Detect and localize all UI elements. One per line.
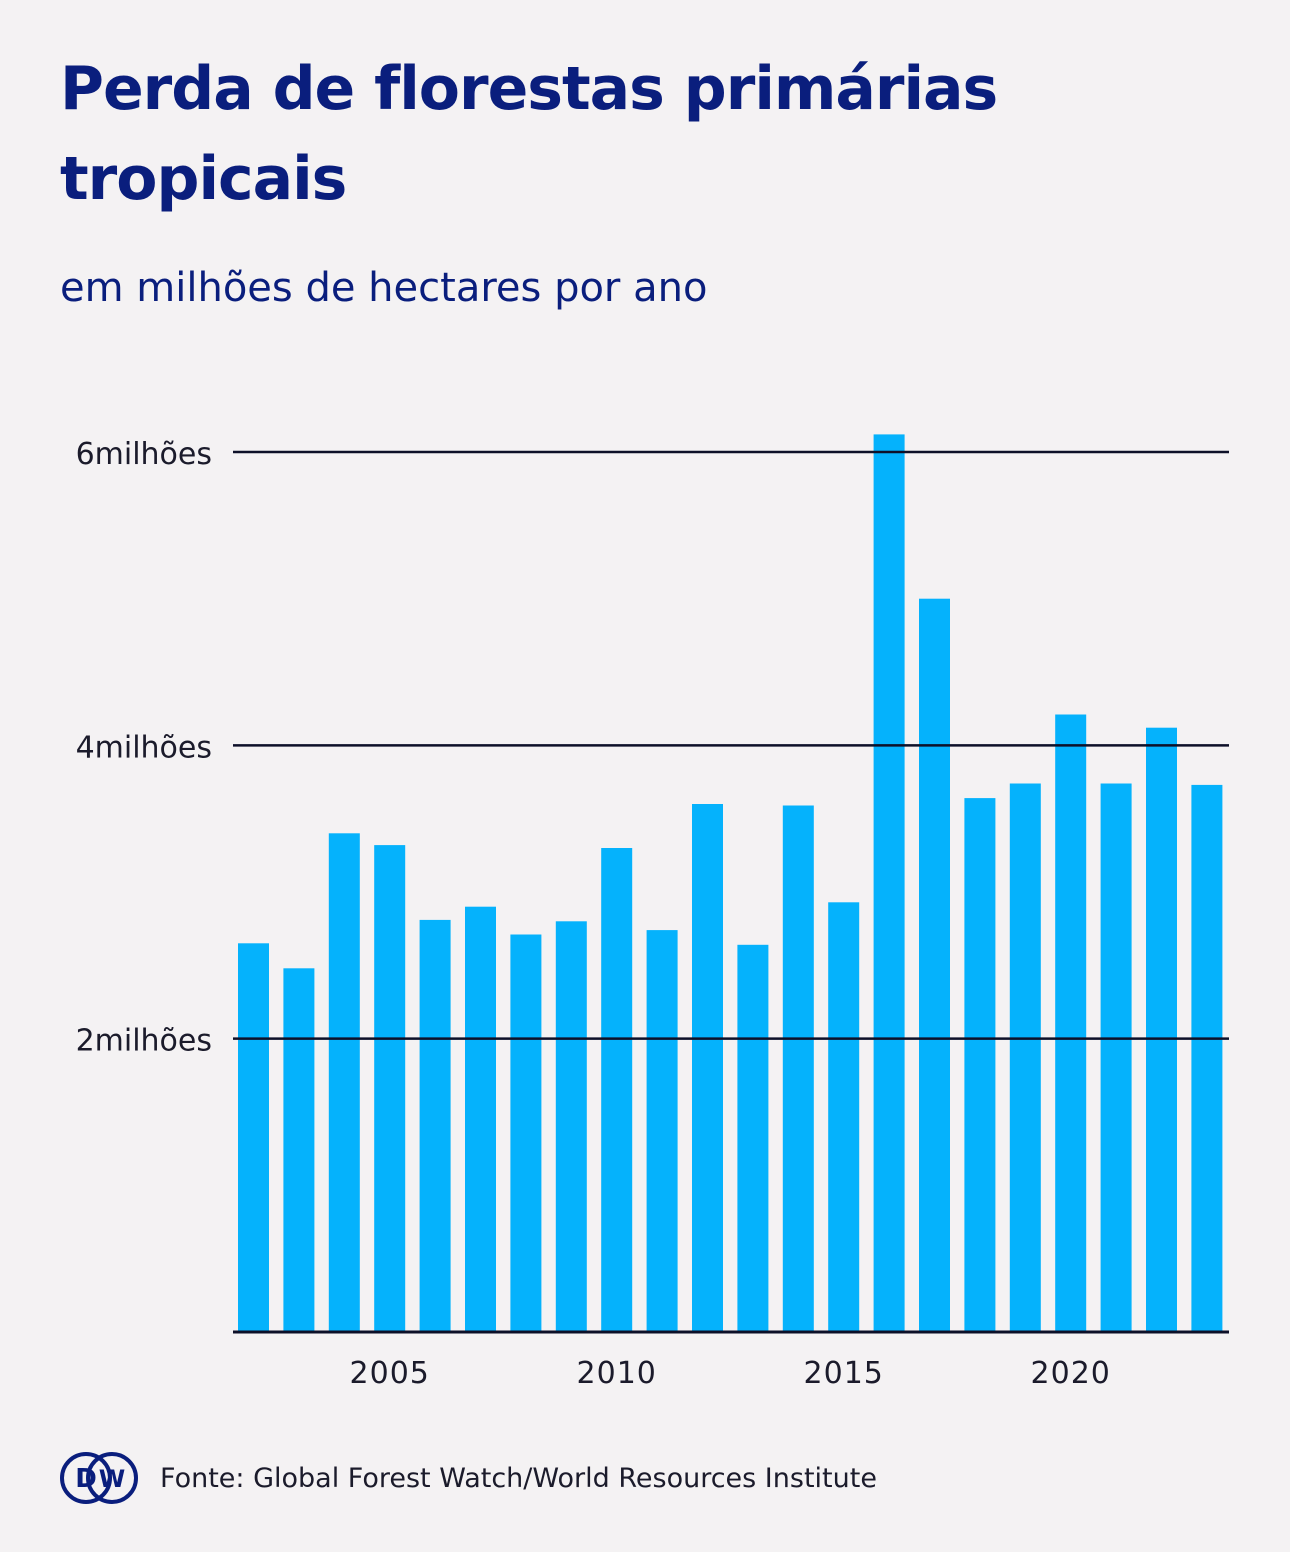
bars — [238, 434, 1223, 1333]
y-tick-label: 2milhões — [76, 1024, 212, 1059]
x-tick-label: 2010 — [577, 1356, 657, 1391]
bar-2019[interactable] — [1009, 783, 1041, 1333]
bar-2023[interactable] — [1191, 784, 1223, 1332]
bar-2011[interactable] — [646, 930, 678, 1332]
axis-labels: 2milhões 4milhões 6milhões 2005 2010 2015 2020 — [76, 437, 1111, 1391]
bar-2015[interactable] — [828, 902, 860, 1332]
bar-2009[interactable] — [555, 921, 587, 1332]
gridlines — [233, 450, 1229, 1334]
bar-2013[interactable] — [737, 944, 769, 1332]
dw-logo-icon[interactable]: D W — [60, 1452, 138, 1504]
chart-title: Perda de florestas primárias tropicais — [60, 54, 998, 214]
source-note: Fonte: Global Forest Watch/World Resourc… — [160, 1462, 877, 1494]
y-tick-label: 6milhões — [76, 437, 212, 472]
bar-2022[interactable] — [1146, 727, 1177, 1332]
bar-2007[interactable] — [465, 906, 496, 1332]
bar-2005[interactable] — [374, 845, 406, 1332]
x-tick-label: 2015 — [804, 1356, 884, 1391]
svg-text:D: D — [75, 1464, 97, 1494]
x-tick-label: 2005 — [350, 1356, 430, 1391]
bar-2010[interactable] — [601, 848, 633, 1332]
bar-2021[interactable] — [1100, 783, 1132, 1333]
bar-2020[interactable] — [1055, 714, 1087, 1333]
bar-2018[interactable] — [964, 798, 996, 1332]
svg-text:W: W — [99, 1465, 125, 1493]
chart-subtitle: em milhões de hectares por ano — [60, 265, 708, 311]
bar-2016[interactable] — [873, 434, 905, 1332]
bar-2017[interactable] — [919, 598, 950, 1332]
bar-2008[interactable] — [510, 934, 542, 1333]
bar-2014[interactable] — [782, 805, 814, 1333]
x-tick-label: 2020 — [1031, 1356, 1111, 1391]
bar-2004[interactable] — [328, 833, 360, 1332]
footer: D W Fonte: Global Forest Watch/World Res… — [60, 1452, 877, 1504]
bar-2012[interactable] — [692, 804, 723, 1332]
bar-2003[interactable] — [283, 968, 315, 1332]
y-tick-label: 4milhões — [76, 730, 212, 765]
bar-2006[interactable] — [419, 919, 451, 1332]
bar-2002[interactable] — [238, 943, 269, 1332]
